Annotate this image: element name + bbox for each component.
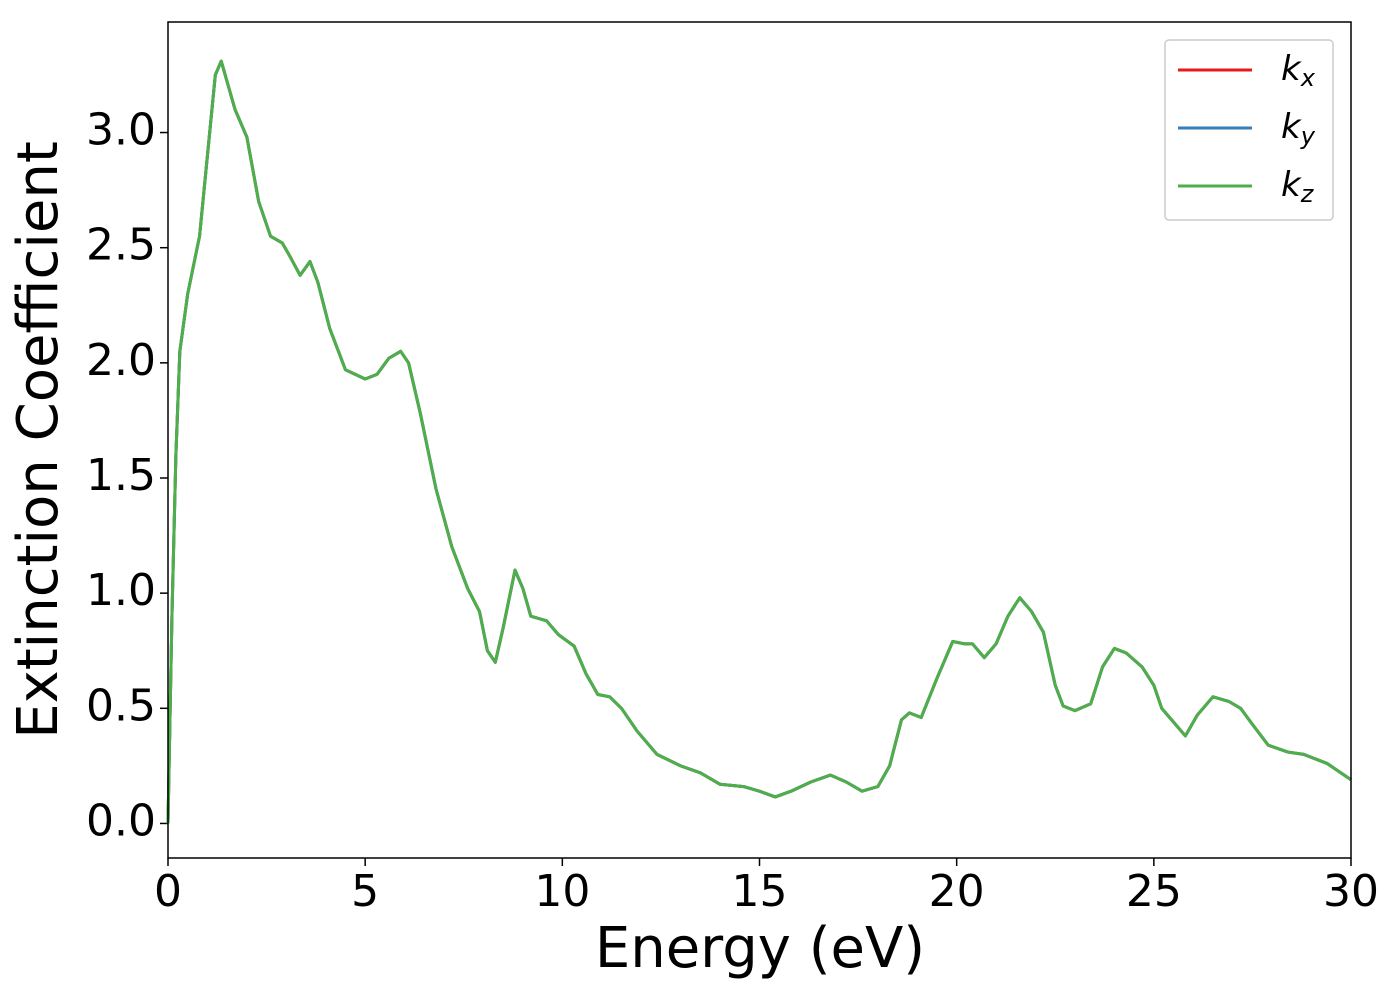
x-tick-label: 25 <box>1126 866 1182 917</box>
x-tick-label: 0 <box>154 866 182 917</box>
x-tick-label: 15 <box>732 866 788 917</box>
y-tick-label: 2.5 <box>86 220 156 271</box>
y-tick-label: 3.0 <box>86 105 156 156</box>
legend-label: kz <box>1281 165 1315 209</box>
x-axis-label: Energy (eV) <box>595 916 925 981</box>
y-tick-label: 2.0 <box>86 335 156 386</box>
y-axis-label: Extinction Coefficient <box>6 141 71 739</box>
y-tick-label: 1.0 <box>86 565 156 616</box>
plot-frame <box>167 21 1352 859</box>
legend: kx ky kz <box>1164 39 1334 221</box>
legend-label: kx <box>1281 49 1316 93</box>
x-tick-label: 30 <box>1323 866 1379 917</box>
x-tick-label: 10 <box>534 866 590 917</box>
y-tick-label: 0.5 <box>86 680 156 731</box>
y-tick-label: 1.5 <box>86 450 156 501</box>
x-tick-label: 20 <box>929 866 985 917</box>
legend-label: ky <box>1281 107 1316 151</box>
legend-box <box>1164 39 1334 221</box>
series-line <box>166 59 1352 824</box>
y-tick-label: 0.0 <box>86 795 156 846</box>
x-tick-label: 5 <box>351 866 379 917</box>
